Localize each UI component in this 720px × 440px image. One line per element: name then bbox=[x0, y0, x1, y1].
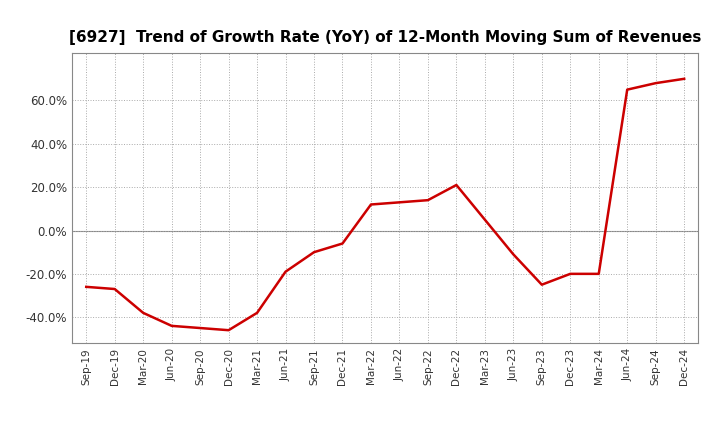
Title: [6927]  Trend of Growth Rate (YoY) of 12-Month Moving Sum of Revenues: [6927] Trend of Growth Rate (YoY) of 12-… bbox=[69, 29, 701, 45]
